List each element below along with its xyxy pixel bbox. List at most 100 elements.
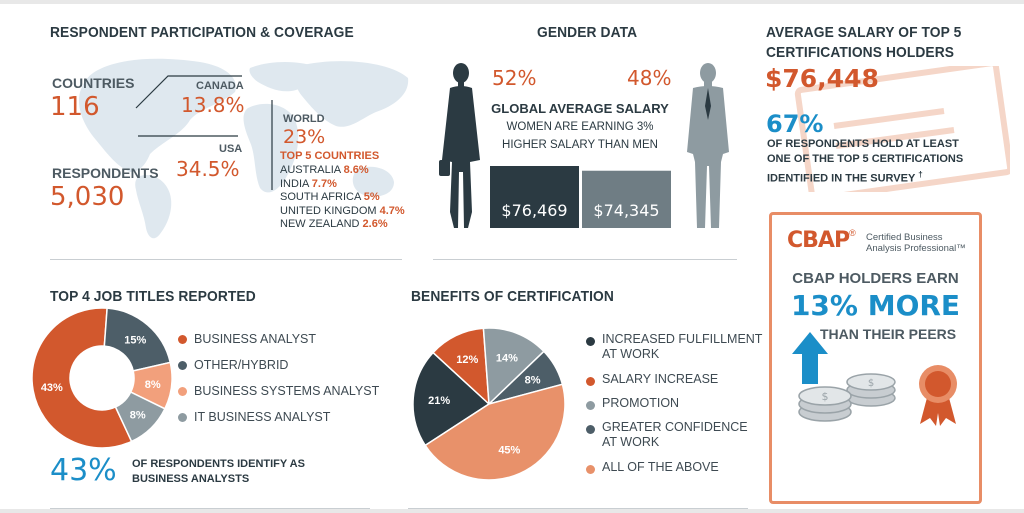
woman-silhouette-icon xyxy=(439,63,480,228)
cbap-reg: ® xyxy=(849,228,856,238)
salary-line2: HIGHER SALARY THAN MEN xyxy=(502,139,658,151)
jobs-footer-line2: BUSINESS ANALYSTS xyxy=(132,473,250,485)
benefits-pie-chart: 21% 12% 14% 8% 45% xyxy=(412,327,566,481)
top5-item: INDIA 7.7% xyxy=(280,177,337,190)
certs-salary: $76,448 xyxy=(765,64,879,93)
pie-slice xyxy=(482,327,545,406)
legend-label: INCREASED FULFILLMENT AT WORK xyxy=(602,332,763,361)
world-map xyxy=(78,58,409,239)
legend-swatch xyxy=(586,400,595,410)
top-frame-bar xyxy=(0,0,1024,4)
legend-label: OTHER/HYBRID xyxy=(194,358,289,372)
jobs-donut-chart: 43% 15% 8% 8% xyxy=(31,307,173,449)
top5-item: UNITED KINGDOM 4.7% xyxy=(280,204,405,217)
bar-label-men: $74,345 xyxy=(593,201,659,220)
world-value: 23% xyxy=(283,126,326,148)
divider xyxy=(50,259,402,260)
salary-bar-chart: $76,469 $74,345 xyxy=(490,166,671,228)
legend-item: SALARY INCREASE xyxy=(586,372,718,387)
jobs-footer-percent: 43% xyxy=(50,453,117,488)
certs-desc-line2: ONE OF THE TOP 5 CERTIFICATIONS xyxy=(767,153,964,165)
legend-swatch xyxy=(178,413,187,423)
pie-slice xyxy=(31,307,133,449)
man-silhouette-icon xyxy=(687,63,729,228)
slice-label: 8% xyxy=(130,409,146,421)
participation-title: RESPONDENT PARTICIPATION & COVERAGE xyxy=(50,24,354,41)
slice-label: 12% xyxy=(456,354,478,366)
divider xyxy=(50,508,370,509)
cbap-box xyxy=(769,212,982,504)
legend-item: GREATER CONFIDENCE AT WORK xyxy=(586,420,748,450)
pie-slice xyxy=(424,383,566,481)
cbap-more: 13% MORE xyxy=(790,289,961,322)
legend-item: BUSINESS ANALYST xyxy=(178,332,316,347)
jobs-title: TOP 4 JOB TITLES REPORTED xyxy=(50,288,256,305)
connector-lines xyxy=(135,75,273,190)
world-label: WORLD xyxy=(283,113,325,125)
svg-text:$: $ xyxy=(868,378,874,389)
legend-swatch xyxy=(586,424,595,434)
legend-item: BUSINESS SYSTEMS ANALYST xyxy=(178,384,379,399)
salary-line1: WOMEN ARE EARNING 3% xyxy=(506,121,654,133)
pie-slice xyxy=(412,351,491,447)
certificate-watermark-icon xyxy=(794,66,1010,192)
canada-value: 13.8% xyxy=(181,93,245,117)
gender-title: GENDER DATA xyxy=(537,24,638,41)
certs-desc: OF RESPONDENTS HOLD AT LEAST ONE OF THE … xyxy=(767,137,963,187)
legend-swatch xyxy=(178,387,187,397)
respondents-value: 5,030 xyxy=(50,182,125,212)
bar-men xyxy=(582,170,671,228)
legend-label: ALL OF THE ABOVE xyxy=(602,460,719,474)
cbap-logo: CBAP® xyxy=(787,228,856,253)
legend-swatch xyxy=(586,376,595,386)
slice-label: 45% xyxy=(498,445,520,457)
svg-text:$: $ xyxy=(822,390,829,403)
up-arrow-icon xyxy=(792,332,828,384)
pie-slice xyxy=(114,391,166,443)
slice-label: 14% xyxy=(496,352,518,364)
legend-swatch xyxy=(178,361,187,371)
cbap-sub-line1: Certified Business xyxy=(866,232,943,243)
legend-swatch xyxy=(586,464,595,474)
bottom-frame-bar xyxy=(0,509,1024,513)
usa-value: 34.5% xyxy=(176,157,240,181)
certs-desc-mark: † xyxy=(918,170,923,179)
top5-label: TOP 5 COUNTRIES xyxy=(280,150,380,162)
legend-swatch xyxy=(586,336,595,346)
certs-percent: 67% xyxy=(766,110,824,138)
top5-item: NEW ZEALAND 2.6% xyxy=(280,218,388,230)
legend-label: BUSINESS ANALYST xyxy=(194,332,317,346)
legend-label: SALARY INCREASE xyxy=(602,372,719,386)
countries-label: COUNTRIES xyxy=(52,75,135,91)
slice-label: 21% xyxy=(428,395,450,407)
award-ribbon-icon xyxy=(919,365,957,426)
countries-value: 116 xyxy=(50,92,100,122)
legend-item: ALL OF THE ABOVE xyxy=(586,460,719,475)
cbap-logo-text: CBAP xyxy=(787,228,850,253)
legend-label: PROMOTION xyxy=(602,396,680,410)
top5-item: AUSTRALIA 8.6% xyxy=(280,164,369,176)
bar-women xyxy=(490,166,579,228)
divider xyxy=(408,508,748,509)
canada-label: CANADA xyxy=(196,80,244,92)
legend-label: BUSINESS SYSTEMS ANALYST xyxy=(194,384,380,398)
slice-label: 8% xyxy=(525,374,541,386)
top5-list: AUSTRALIA 8.6% INDIA 7.7% SOUTH AFRICA 5… xyxy=(280,164,405,232)
bar-label-women: $76,469 xyxy=(501,201,567,220)
legend-item: OTHER/HYBRID xyxy=(178,358,288,373)
certs-title-line2: CERTIFICATIONS HOLDERS xyxy=(766,44,955,61)
slice-label: 15% xyxy=(124,334,146,346)
legend-item: INCREASED FULFILLMENT AT WORK xyxy=(586,332,762,362)
cbap-subtitle: Certified Business Analysis Professional… xyxy=(866,232,966,254)
legend-swatch xyxy=(178,335,187,345)
cbap-sub-line2: Analysis Professional™ xyxy=(866,243,966,254)
divider xyxy=(433,259,737,260)
jobs-footer-text: OF RESPONDENTS IDENTIFY AS BUSINESS ANAL… xyxy=(132,457,305,487)
women-percent: 52% xyxy=(492,66,537,90)
benefits-title: BENEFITS OF CERTIFICATION xyxy=(411,288,614,305)
certs-title-line1: AVERAGE SALARY OF TOP 5 xyxy=(766,24,962,41)
men-percent: 48% xyxy=(627,66,672,90)
top5-item: SOUTH AFRICA 5% xyxy=(280,191,380,203)
legend-label: GREATER CONFIDENCE AT WORK xyxy=(602,420,748,449)
usa-label: USA xyxy=(219,143,243,155)
